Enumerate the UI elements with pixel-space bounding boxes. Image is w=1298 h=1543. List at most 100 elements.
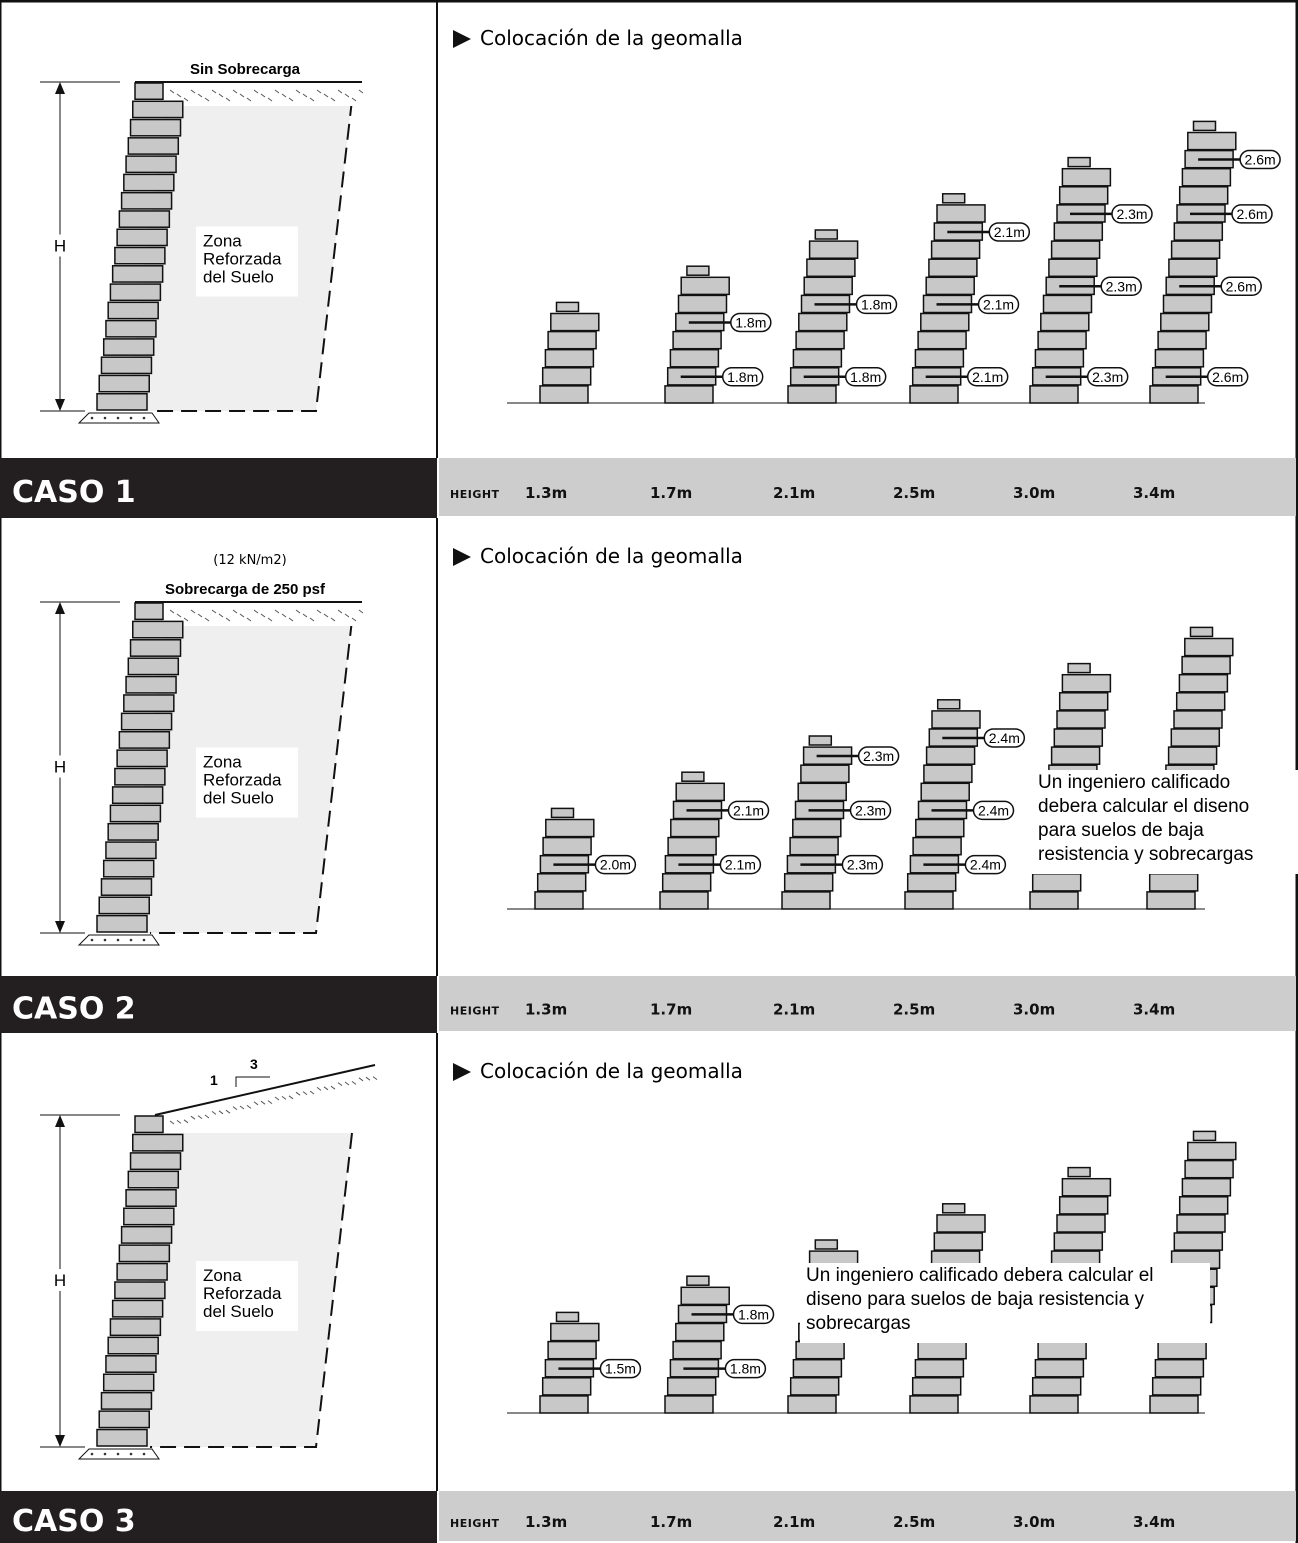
wall-block [1187,131,1237,151]
geogrid-length-pill [1206,367,1249,387]
wall-block [909,1395,959,1414]
geogrid-length-pill [964,854,1007,875]
wall-block [1168,258,1218,278]
wall-block [1178,186,1229,205]
wall-block [111,786,164,805]
wall-block [120,191,173,210]
geogrid-length-pill [855,294,898,315]
wall-block [129,118,182,137]
wall-block [111,1299,164,1318]
wall-block [1042,294,1093,314]
geogrid-length-pill [719,854,762,875]
height-value: 2.5m [893,1513,935,1531]
gravel-dot [142,938,146,942]
wall-block [814,229,839,240]
hatch-mark [253,1101,259,1106]
wall-block [550,1322,600,1342]
wall-block [1034,348,1085,368]
wall-block [808,735,833,746]
wall-block [795,1340,845,1360]
wall-block [920,312,970,332]
wall-block [1187,1141,1237,1161]
engineer-note-line: diseno para suelos de baja resistencia y [806,1289,1144,1310]
arrow-down-icon [55,399,65,411]
geogrid-length: 2.1m [972,369,1003,385]
dim-label-bg [50,755,70,778]
wall-block [1037,1340,1087,1360]
height-value: 3.4m [1133,1513,1175,1531]
height-value: 1.3m [525,484,567,502]
wall-block [797,782,847,802]
wall-block [102,338,155,356]
geogrid-length-pill [844,367,887,387]
wall-block [686,1275,710,1286]
hatch-mark [183,97,189,102]
wall-block [667,836,717,856]
wall-block [1058,186,1109,205]
hatch-mark [176,1120,182,1124]
height-band [439,1491,1296,1541]
gravel-dot [116,938,120,942]
hatch-mark [281,93,287,98]
slope-ratio-mark [235,1076,270,1087]
height-value: 2.5m [893,484,935,502]
hatch-mark [204,1114,210,1119]
wall-block [105,319,157,338]
hatch-mark [288,1095,294,1100]
case-diagram: CASO 2 Height 1.3m 1.7m 2.1m 2.5m 3.0m 3.4m Sobr… [0,518,1298,1033]
zone-label-line: del Suelo [203,1302,274,1321]
wall-block [1058,692,1109,711]
wall-block [107,822,159,841]
geogrid-length: 1.8m [727,369,758,385]
wall-block [1053,222,1104,241]
wall-block [114,246,166,265]
wall-block [1173,710,1223,729]
wall-block [792,818,842,838]
wall-block [536,873,587,892]
hatch-mark [190,609,196,614]
hatch-mark [183,617,189,622]
wall-block [125,155,177,174]
wall-height-label: H [54,758,66,777]
wall-block [544,348,595,368]
wall-block [550,312,600,332]
wall-block [125,1189,177,1207]
hatch-mark [267,1100,273,1104]
wall-block [1181,1177,1232,1197]
wall-block [545,818,595,838]
case-label: CASO 2 [12,992,136,1027]
wall-block [105,1355,157,1373]
hatch-mark [316,1087,322,1091]
wall-block [672,1340,722,1360]
hatch-mark [246,617,252,622]
wall-block [920,782,970,802]
wall-block [1037,330,1087,350]
triangle-bullet-icon [453,30,471,48]
hatch-mark [197,93,203,98]
case-2-section: CASO 2 Height 1.3m 1.7m 2.1m 2.5m 3.0m 3.4m Sobr… [0,518,1298,1033]
wall-block [129,639,182,657]
load-note: (12 kN/m2) [213,553,286,568]
wall-block [1029,385,1079,404]
dim-label-bg [50,234,70,257]
hatch-mark [211,609,217,614]
wall-block [1157,330,1207,350]
wall-block [666,1377,717,1396]
wall-block [555,301,580,313]
wall-block [1053,728,1104,747]
wall-block [661,873,712,892]
hatch-mark [260,93,266,98]
geogrid-length-pill [732,1304,775,1325]
wall-block [936,699,961,710]
arrow-down-icon [55,1435,65,1447]
geogrid-length-pill [724,1358,767,1379]
wall-block [1029,1395,1079,1414]
gravel-dot [142,416,146,420]
hatch-mark [295,609,301,614]
hatch-mark [316,89,322,94]
wall-block [107,301,159,320]
geogrid-length-pill [730,312,772,333]
wall-block [1058,1196,1109,1215]
hatch-mark [253,89,259,94]
